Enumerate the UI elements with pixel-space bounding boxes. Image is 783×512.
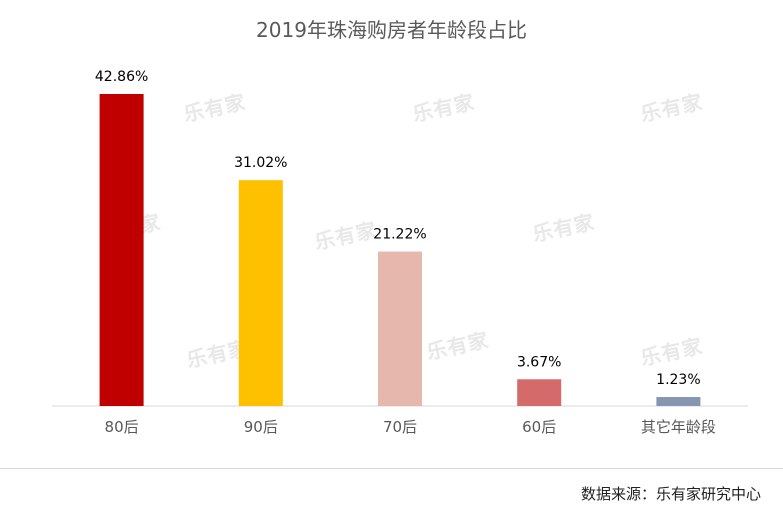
data-label: 42.86% [95,69,148,85]
bar [378,251,422,406]
bar [99,94,144,406]
chart-title: 2019年珠海购房者年龄段占比 [256,18,527,42]
x-tick-label: 70后 [383,418,417,436]
source-note: 数据来源：乐有家研究中心 [580,485,761,503]
bar [656,397,701,406]
data-label: 31.02% [234,155,287,171]
bar [238,180,283,406]
x-tick-label: 其它年龄段 [641,418,716,436]
data-label: 1.23% [656,372,700,388]
bar [517,379,562,406]
footer-divider [0,468,783,469]
data-label: 21.22% [373,227,426,243]
x-tick-label: 90后 [244,418,278,436]
data-label: 3.67% [517,354,561,370]
x-tick-label: 80后 [105,418,139,436]
x-tick-label: 60后 [522,418,556,436]
